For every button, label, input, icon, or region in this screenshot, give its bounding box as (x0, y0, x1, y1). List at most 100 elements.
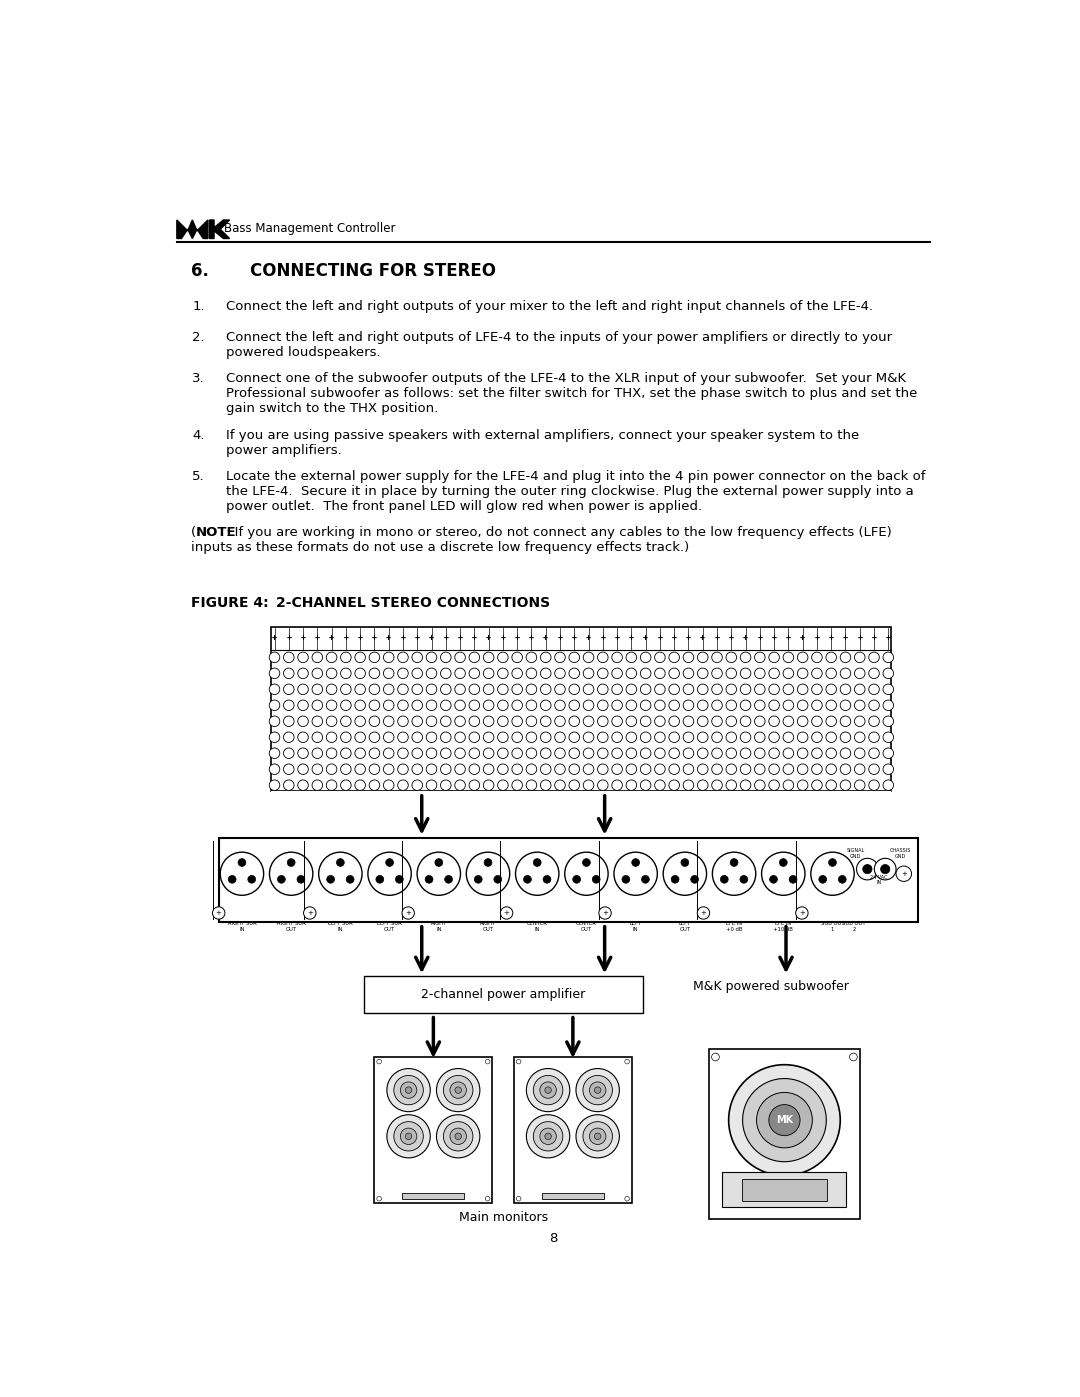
Circle shape (712, 764, 723, 774)
Text: +: + (858, 633, 862, 641)
Circle shape (868, 747, 879, 759)
Text: +: + (405, 909, 411, 916)
Circle shape (427, 652, 436, 662)
Text: +: + (799, 909, 805, 916)
Circle shape (269, 652, 280, 662)
Text: +: + (814, 633, 820, 641)
Circle shape (838, 876, 846, 883)
Circle shape (640, 747, 651, 759)
Circle shape (669, 717, 679, 726)
Circle shape (435, 859, 443, 866)
Circle shape (397, 732, 408, 742)
Circle shape (516, 1196, 521, 1201)
Circle shape (640, 668, 651, 679)
Text: Locate the external power supply for the LFE-4 and plug it into the 4 pin power : Locate the external power supply for the… (227, 471, 926, 483)
Circle shape (868, 732, 879, 742)
Circle shape (611, 700, 622, 711)
Circle shape (826, 668, 837, 679)
Text: +: + (757, 633, 762, 641)
Circle shape (283, 732, 294, 742)
Circle shape (812, 717, 822, 726)
Circle shape (812, 652, 822, 662)
Text: +: + (343, 633, 349, 641)
Circle shape (340, 717, 351, 726)
Circle shape (856, 858, 878, 880)
Circle shape (540, 747, 551, 759)
Circle shape (611, 780, 622, 791)
Circle shape (796, 907, 808, 919)
Circle shape (326, 747, 337, 759)
Text: 1.: 1. (192, 300, 205, 313)
Circle shape (469, 668, 480, 679)
Circle shape (654, 700, 665, 711)
Circle shape (394, 1076, 423, 1105)
Text: Main monitors: Main monitors (459, 1211, 548, 1224)
Circle shape (720, 876, 728, 883)
Circle shape (526, 732, 537, 742)
Circle shape (455, 700, 465, 711)
Circle shape (397, 700, 408, 711)
Circle shape (626, 668, 636, 679)
Circle shape (712, 668, 723, 679)
Text: +: + (886, 633, 891, 641)
Circle shape (783, 732, 794, 742)
Circle shape (485, 1059, 490, 1065)
Text: +: + (672, 633, 677, 641)
Text: 5.: 5. (192, 471, 205, 483)
Circle shape (654, 732, 665, 742)
Circle shape (269, 764, 280, 774)
Circle shape (402, 907, 415, 919)
Circle shape (369, 764, 380, 774)
Circle shape (590, 1081, 606, 1098)
Circle shape (597, 685, 608, 694)
Text: CENTER
IN: CENTER IN (527, 922, 548, 932)
Circle shape (769, 685, 780, 694)
Circle shape (287, 859, 295, 866)
Polygon shape (210, 219, 230, 239)
Circle shape (569, 717, 580, 726)
Circle shape (326, 764, 337, 774)
Bar (218, 838, 918, 922)
Circle shape (298, 652, 308, 662)
Circle shape (326, 700, 337, 711)
Text: +: + (401, 633, 405, 641)
Circle shape (726, 780, 737, 791)
Circle shape (427, 700, 436, 711)
Circle shape (411, 652, 422, 662)
Circle shape (698, 668, 708, 679)
Circle shape (303, 907, 316, 919)
Circle shape (583, 685, 594, 694)
Circle shape (441, 732, 451, 742)
Text: +: + (415, 633, 420, 641)
Circle shape (684, 668, 693, 679)
Circle shape (455, 685, 465, 694)
Circle shape (576, 1115, 619, 1158)
Circle shape (355, 747, 365, 759)
Circle shape (883, 732, 893, 742)
Circle shape (611, 668, 622, 679)
Circle shape (544, 1087, 551, 1094)
Circle shape (540, 732, 551, 742)
Circle shape (312, 717, 323, 726)
Circle shape (642, 876, 649, 883)
Circle shape (269, 700, 280, 711)
Circle shape (411, 668, 422, 679)
Circle shape (625, 1059, 630, 1065)
Circle shape (283, 652, 294, 662)
Circle shape (484, 717, 494, 726)
Text: +: + (272, 633, 276, 641)
Text: +: + (715, 633, 719, 641)
Circle shape (896, 866, 912, 882)
Text: +: + (700, 633, 705, 641)
Circle shape (740, 668, 751, 679)
Text: +: + (686, 633, 691, 641)
Circle shape (512, 717, 523, 726)
Text: : If you are working in mono or stereo, do not connect any cables to the low fre: : If you are working in mono or stereo, … (226, 527, 891, 539)
Circle shape (755, 685, 765, 694)
Circle shape (789, 876, 797, 883)
Circle shape (783, 685, 794, 694)
Circle shape (854, 780, 865, 791)
Circle shape (883, 685, 893, 694)
Text: 2.: 2. (192, 331, 205, 344)
Circle shape (783, 780, 794, 791)
